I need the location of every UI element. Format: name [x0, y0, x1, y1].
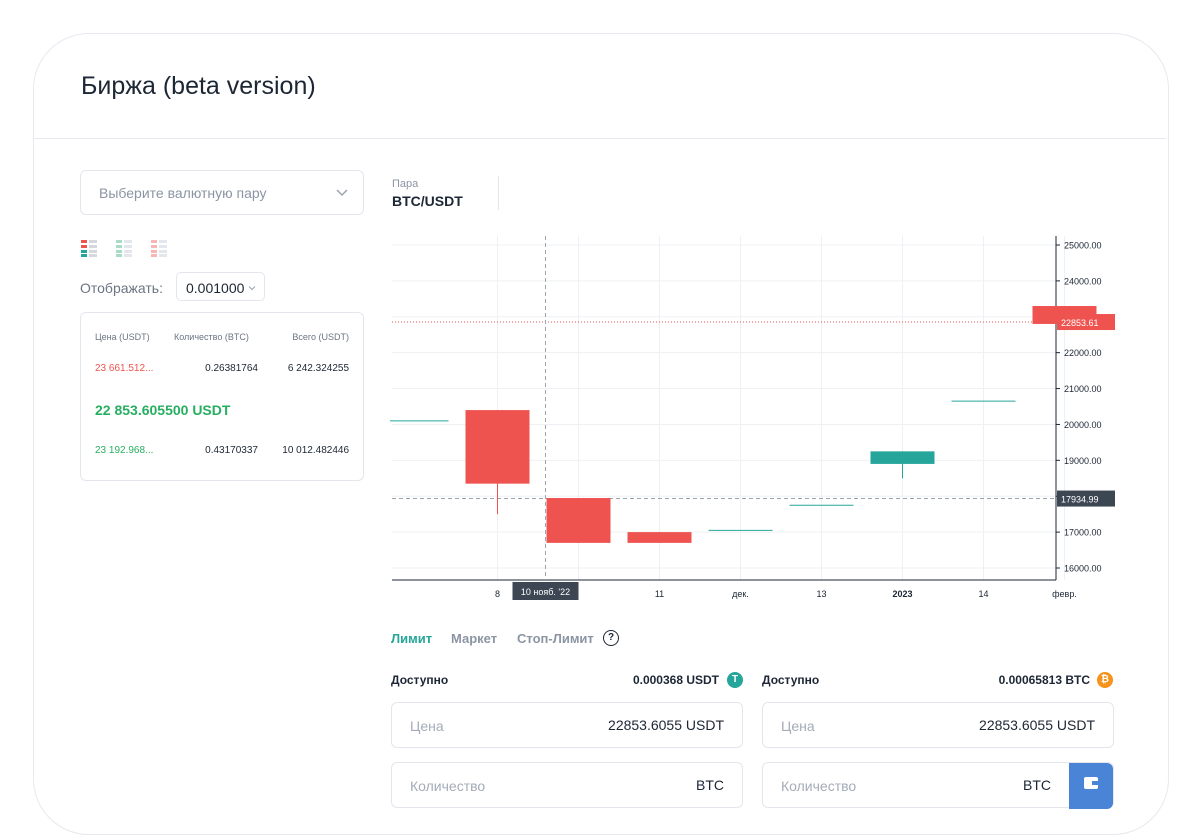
y-tick-label: 21000.00	[1064, 384, 1102, 394]
y-tick-label: 20000.00	[1064, 420, 1102, 430]
x-tick-label: 8	[495, 589, 500, 599]
buy-available-value: 0.000368 USDT	[632, 673, 719, 687]
chevron-down-icon	[336, 189, 348, 197]
ask-total: 6 242.324255	[287, 363, 349, 374]
page-title: Биржа (beta version)	[81, 72, 316, 100]
candle-body	[465, 410, 530, 484]
bids-view-icon[interactable]	[116, 240, 134, 257]
mid-price: 22 853.605500 USDT	[95, 402, 231, 418]
buy-quantity-unit: BTC	[696, 777, 724, 793]
tether-icon: T	[727, 672, 743, 688]
last-price-tag	[1057, 314, 1115, 331]
pair-divider	[498, 176, 499, 210]
x-tick-label: 13	[816, 589, 826, 599]
bid-qty: 0.43170337	[205, 445, 258, 456]
y-tick-label: 24000.00	[1064, 276, 1102, 286]
currency-pair-select[interactable]: Выберите валютную пару	[80, 170, 364, 215]
sell-quantity-unit: BTC	[1023, 777, 1051, 793]
help-icon[interactable]: ?	[603, 630, 619, 646]
candle-body	[546, 498, 611, 543]
x-tick-label: дек.	[732, 589, 749, 599]
orderbook-header-total: Всего (USDT)	[292, 332, 349, 342]
buy-available-label: Доступно	[391, 673, 449, 687]
y-tick-label: 17000.00	[1064, 528, 1102, 538]
buy-price-input[interactable]: Цена 22853.6055 USDT	[391, 702, 743, 748]
exchange-card	[33, 33, 1169, 835]
sell-quantity-label: Количество	[781, 778, 857, 794]
buy-quantity-label: Количество	[410, 778, 486, 794]
crosshair-time-label: 10 нояб. '22	[521, 587, 570, 597]
buy-price-value: 22853.6055 USDT	[608, 717, 724, 733]
x-tick-label: февр.	[1052, 589, 1077, 599]
tab-limit[interactable]: Лимит	[391, 631, 433, 646]
price-chart[interactable]: 16000.0017000.0018000.0019000.0020000.00…	[390, 236, 1120, 606]
x-tick-label: 2023	[892, 589, 912, 599]
y-tick-label: 19000.00	[1064, 456, 1102, 466]
crosshair-price-label: 17934.99	[1061, 495, 1099, 505]
bitcoin-icon: ₿	[1097, 672, 1113, 688]
last-price-label: 22853.61	[1061, 318, 1099, 328]
candle-body	[870, 451, 935, 464]
buy-price-label: Цена	[410, 718, 444, 734]
orderbook-header-qty: Количество (BTC)	[174, 332, 249, 342]
buy-quantity-input[interactable]: Количество BTC	[391, 762, 743, 808]
header-divider	[34, 138, 1166, 139]
pair-value: BTC/USDT	[392, 193, 463, 209]
sell-price-label: Цена	[781, 718, 815, 734]
chevron-down-icon	[248, 286, 256, 291]
sell-available-label: Доступно	[762, 673, 820, 687]
ask-price[interactable]: 23 661.512...	[95, 363, 154, 374]
sell-price-input[interactable]: Цена 22853.6055 USDT	[762, 702, 1114, 748]
pair-label: Пара	[392, 178, 419, 190]
ask-qty: 0.26381764	[205, 363, 258, 374]
wallet-button[interactable]	[1069, 763, 1113, 809]
bid-total: 10 012.482446	[282, 445, 349, 456]
orderbook-header-price: Цена (USDT)	[95, 332, 150, 342]
asks-view-icon[interactable]	[151, 240, 169, 257]
x-tick-label: 11	[655, 589, 664, 599]
crosshair-time-tag	[512, 582, 579, 600]
bid-price[interactable]: 23 192.968...	[95, 445, 154, 456]
orderbook: Цена (USDT) Количество (BTC) Всего (USDT…	[80, 312, 364, 481]
crosshair-price-tag	[1057, 490, 1115, 507]
display-precision-select[interactable]: 0.001000	[176, 272, 265, 301]
sell-available-value: 0.00065813 BTC	[998, 673, 1090, 687]
pair-select-placeholder: Выберите валютную пару	[99, 185, 267, 201]
display-precision-label: Отображать:	[80, 280, 163, 296]
display-precision-value: 0.001000	[186, 280, 245, 296]
y-tick-label: 25000.00	[1064, 241, 1102, 251]
both-sides-view-icon[interactable]	[81, 240, 99, 257]
y-tick-label: 22000.00	[1064, 348, 1102, 358]
tab-market[interactable]: Маркет	[451, 631, 498, 646]
tab-stop-limit[interactable]: Стоп-Лимит	[517, 631, 594, 646]
y-tick-label: 16000.00	[1064, 564, 1102, 574]
wallet-icon	[1084, 777, 1098, 789]
x-tick-label: 14	[978, 589, 988, 599]
candle-body	[627, 532, 692, 543]
sell-price-value: 22853.6055 USDT	[979, 717, 1095, 733]
sell-quantity-input[interactable]: Количество BTC	[762, 762, 1114, 809]
